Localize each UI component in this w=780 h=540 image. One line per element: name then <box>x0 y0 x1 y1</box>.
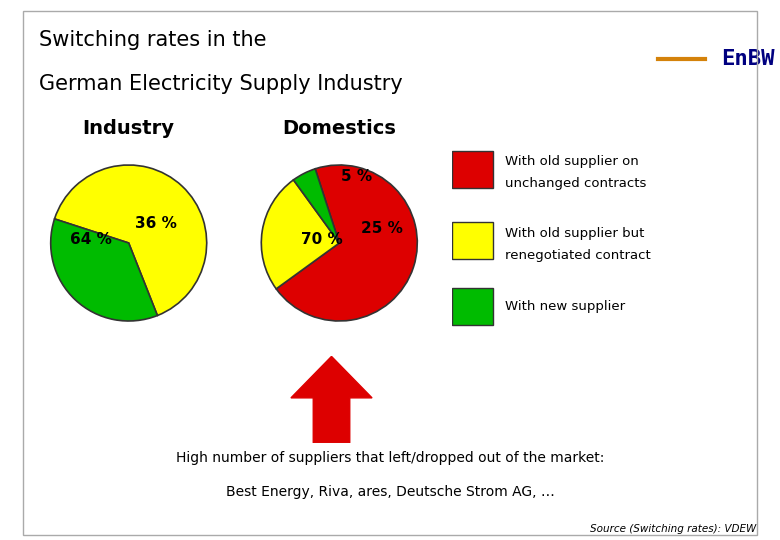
Bar <box>452 222 493 259</box>
Text: With old supplier but: With old supplier but <box>505 227 645 240</box>
Text: Best Energy, Riva, ares, Deutsche Strom AG, …: Best Energy, Riva, ares, Deutsche Strom … <box>225 484 555 498</box>
Text: Source (Switching rates): VDEW: Source (Switching rates): VDEW <box>590 524 757 534</box>
Text: High number of suppliers that left/dropped out of the market:: High number of suppliers that left/dropp… <box>176 451 604 465</box>
Text: renegotiated contract: renegotiated contract <box>505 249 651 262</box>
Title: Industry: Industry <box>83 119 175 138</box>
Text: 70 %: 70 % <box>301 232 343 247</box>
Text: Switching rates in the: Switching rates in the <box>39 30 267 50</box>
Text: 36 %: 36 % <box>135 216 177 231</box>
Bar <box>452 288 493 325</box>
Wedge shape <box>293 169 339 243</box>
Polygon shape <box>291 356 372 443</box>
Title: Domestics: Domestics <box>282 119 396 138</box>
Text: 64 %: 64 % <box>70 232 112 247</box>
Text: unchanged contracts: unchanged contracts <box>505 177 647 190</box>
Wedge shape <box>261 180 339 289</box>
Text: EnBW: EnBW <box>721 49 775 70</box>
Wedge shape <box>276 165 417 321</box>
Wedge shape <box>55 165 207 315</box>
Text: 5 %: 5 % <box>341 169 372 184</box>
Text: German Electricity Supply Industry: German Electricity Supply Industry <box>39 73 402 93</box>
Text: With new supplier: With new supplier <box>505 300 626 313</box>
Text: 25 %: 25 % <box>361 221 403 237</box>
Wedge shape <box>51 219 158 321</box>
Bar <box>452 151 493 187</box>
Text: With old supplier on: With old supplier on <box>505 155 639 168</box>
